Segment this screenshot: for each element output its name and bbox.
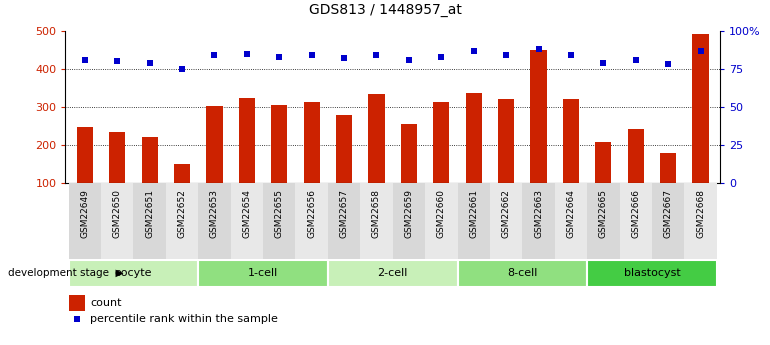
Text: percentile rank within the sample: percentile rank within the sample — [90, 314, 278, 324]
Point — [630, 57, 642, 63]
Bar — [101, 183, 133, 259]
Bar — [263, 183, 296, 259]
Text: GDS813 / 1448957_at: GDS813 / 1448957_at — [309, 3, 461, 18]
Text: 8-cell: 8-cell — [507, 268, 537, 278]
Point — [598, 60, 610, 66]
Bar — [498, 99, 514, 183]
Bar — [328, 260, 457, 287]
Point — [71, 316, 83, 322]
Bar — [425, 183, 457, 259]
Bar — [660, 153, 676, 183]
Bar — [620, 183, 652, 259]
Point — [176, 66, 188, 72]
Bar — [628, 129, 644, 183]
Text: GSM22661: GSM22661 — [469, 189, 478, 238]
Text: GSM22651: GSM22651 — [146, 189, 154, 238]
Text: count: count — [90, 298, 122, 308]
Bar — [587, 260, 717, 287]
Text: GSM22655: GSM22655 — [275, 189, 284, 238]
Point — [532, 47, 544, 52]
Text: GSM22656: GSM22656 — [307, 189, 316, 238]
Bar — [206, 106, 223, 183]
Bar — [393, 183, 425, 259]
Text: GSM22658: GSM22658 — [372, 189, 381, 238]
Bar — [231, 183, 263, 259]
Bar — [69, 183, 101, 259]
Text: GSM22652: GSM22652 — [178, 189, 186, 238]
Text: GSM22654: GSM22654 — [243, 189, 251, 238]
Point — [111, 59, 123, 64]
Bar — [434, 102, 450, 183]
Text: GSM22663: GSM22663 — [534, 189, 543, 238]
Bar — [199, 260, 328, 287]
Text: GSM22649: GSM22649 — [80, 189, 89, 238]
Bar — [69, 260, 199, 287]
Bar — [133, 183, 166, 259]
Bar — [522, 183, 554, 259]
Point — [564, 52, 577, 58]
Text: GSM22657: GSM22657 — [340, 189, 349, 238]
Bar — [166, 183, 199, 259]
Bar — [401, 124, 417, 183]
Bar — [69, 295, 85, 310]
Bar — [109, 132, 126, 183]
Point — [306, 52, 318, 58]
Bar — [239, 98, 255, 183]
Text: GSM22665: GSM22665 — [599, 189, 608, 238]
Point — [695, 48, 707, 53]
Text: blastocyst: blastocyst — [624, 268, 680, 278]
Bar — [692, 34, 708, 183]
Point — [241, 51, 253, 57]
Bar — [554, 183, 587, 259]
Text: GSM22668: GSM22668 — [696, 189, 705, 238]
Bar — [360, 183, 393, 259]
Text: GSM22660: GSM22660 — [437, 189, 446, 238]
Bar — [336, 115, 352, 183]
Text: development stage  ▶: development stage ▶ — [8, 268, 123, 278]
Text: GSM22653: GSM22653 — [210, 189, 219, 238]
Bar — [271, 105, 287, 183]
Bar — [652, 183, 685, 259]
Point — [273, 54, 286, 60]
Bar — [457, 260, 587, 287]
Text: GSM22667: GSM22667 — [664, 189, 673, 238]
Bar — [77, 127, 93, 183]
Point — [662, 62, 675, 67]
Point — [467, 48, 480, 53]
Bar — [563, 99, 579, 183]
Point — [403, 57, 415, 63]
Point — [500, 52, 512, 58]
Bar — [531, 50, 547, 183]
Point — [209, 52, 221, 58]
Bar — [328, 183, 360, 259]
Point — [338, 56, 350, 61]
Point — [370, 52, 383, 58]
Bar — [368, 94, 384, 183]
Bar — [457, 183, 490, 259]
Text: oocyte: oocyte — [115, 268, 152, 278]
Bar — [199, 183, 231, 259]
Text: GSM22650: GSM22650 — [112, 189, 122, 238]
Text: GSM22666: GSM22666 — [631, 189, 640, 238]
Bar — [490, 183, 522, 259]
Bar — [174, 164, 190, 183]
Point — [435, 54, 447, 60]
Bar — [685, 183, 717, 259]
Point — [143, 60, 156, 66]
Point — [79, 57, 91, 63]
Bar — [595, 142, 611, 183]
Text: GSM22662: GSM22662 — [501, 189, 511, 238]
Bar — [303, 102, 320, 183]
Text: 1-cell: 1-cell — [248, 268, 278, 278]
Bar — [296, 183, 328, 259]
Bar — [466, 92, 482, 183]
Text: GSM22659: GSM22659 — [404, 189, 413, 238]
Bar — [587, 183, 620, 259]
Text: GSM22664: GSM22664 — [567, 189, 575, 238]
Bar — [142, 137, 158, 183]
Text: 2-cell: 2-cell — [377, 268, 408, 278]
